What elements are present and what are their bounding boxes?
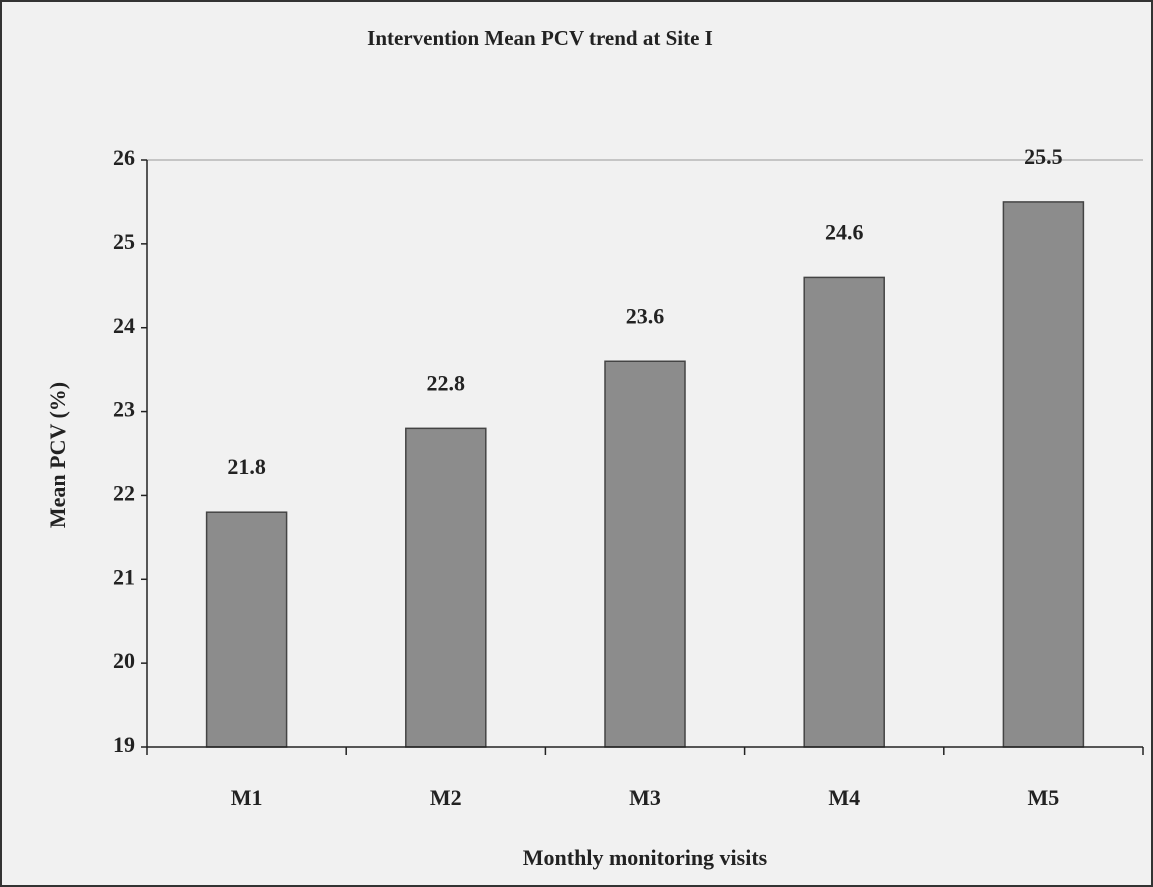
value-label: 22.8	[427, 370, 466, 395]
x-tick-label: M4	[828, 785, 860, 810]
value-label: 24.6	[825, 219, 864, 244]
bar	[1002, 201, 1085, 748]
value-label: 21.8	[227, 454, 266, 479]
bar	[205, 511, 288, 748]
chart-title: Intervention Mean PCV trend at Site I	[367, 26, 713, 50]
x-tick-label: M1	[231, 785, 263, 810]
bar	[405, 427, 487, 748]
y-tick-label: 20	[113, 648, 135, 673]
x-axis-label: Monthly monitoring visits	[523, 845, 768, 870]
y-axis-label: Mean PCV (%)	[45, 382, 70, 528]
x-tick-label: M3	[629, 785, 661, 810]
y-tick-label: 23	[113, 397, 135, 422]
x-tick-label: M2	[430, 785, 462, 810]
y-tick-label: 21	[113, 564, 135, 589]
y-tick-label: 26	[113, 145, 135, 170]
value-label: 25.5	[1024, 144, 1063, 169]
value-label: 23.6	[626, 303, 665, 328]
bar	[803, 276, 885, 748]
y-tick-label: 19	[113, 732, 135, 757]
y-tick-label: 22	[113, 480, 135, 505]
y-tick-label: 24	[113, 313, 135, 338]
y-tick-label: 25	[113, 229, 135, 254]
x-tick-label: M5	[1028, 785, 1060, 810]
bar	[604, 360, 686, 748]
